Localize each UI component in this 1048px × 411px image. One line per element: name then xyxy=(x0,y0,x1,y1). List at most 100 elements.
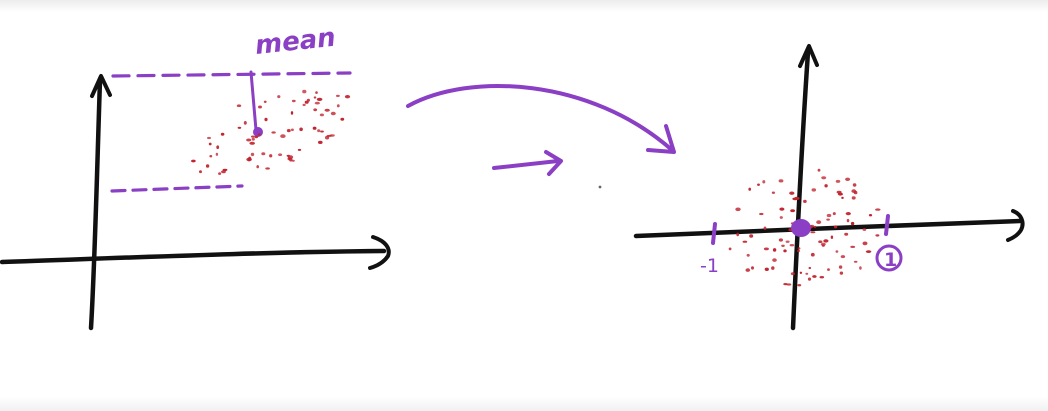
data-dot xyxy=(199,170,202,174)
top-shadow-band xyxy=(0,0,1048,12)
data-dot xyxy=(315,91,318,94)
data-dot xyxy=(318,140,323,144)
right-x-axis-arrowhead xyxy=(1006,209,1025,242)
data-dot xyxy=(808,266,812,270)
data-dot xyxy=(286,129,291,133)
data-dot xyxy=(797,249,800,253)
data-dot xyxy=(759,212,764,216)
right-y-axis xyxy=(790,49,811,331)
data-dot xyxy=(846,218,850,223)
data-dot xyxy=(786,283,792,286)
left-y-axis-arrowhead xyxy=(90,74,112,98)
data-dot xyxy=(280,134,286,139)
data-dot xyxy=(251,135,255,138)
data-dot xyxy=(868,214,873,217)
data-dot xyxy=(735,207,741,212)
data-dot xyxy=(764,267,769,271)
label-plus-one-circle xyxy=(875,244,903,272)
data-dot xyxy=(845,177,851,181)
left-x-axis xyxy=(0,248,387,265)
data-dot xyxy=(290,111,294,115)
mean-stem xyxy=(249,70,258,132)
data-dot xyxy=(237,126,242,129)
data-dot xyxy=(312,126,317,130)
data-dot xyxy=(850,245,856,248)
data-dot xyxy=(779,207,785,211)
left-plot: mean xyxy=(0,23,391,331)
data-dot xyxy=(875,234,880,237)
data-dot xyxy=(325,135,330,140)
data-dot xyxy=(820,242,826,246)
data-dot xyxy=(336,94,340,97)
data-dot xyxy=(215,152,219,156)
data-dot xyxy=(835,179,841,183)
data-dot xyxy=(771,266,775,270)
data-dot xyxy=(320,130,324,133)
data-dot xyxy=(852,183,857,187)
data-dot xyxy=(728,247,732,251)
data-dot xyxy=(208,142,212,146)
straight-arrow xyxy=(492,159,560,170)
data-dot xyxy=(277,95,281,99)
data-dot xyxy=(797,247,801,250)
data-dot xyxy=(302,89,307,94)
data-dot xyxy=(319,113,324,117)
data-dot xyxy=(778,238,784,242)
data-dot xyxy=(297,148,302,151)
data-dot xyxy=(736,232,740,237)
data-dot xyxy=(317,129,321,133)
data-dot xyxy=(746,253,750,257)
data-dot xyxy=(207,136,211,140)
data-dot xyxy=(851,189,857,193)
data-dot xyxy=(805,272,809,275)
right-y-axis-arrowhead xyxy=(798,44,819,68)
data-dot xyxy=(790,272,796,276)
data-dot xyxy=(258,105,262,109)
data-dot xyxy=(271,131,276,134)
right-data-cloud xyxy=(728,168,881,287)
left-x-axis-arrowhead xyxy=(368,235,391,270)
data-dot xyxy=(209,155,213,158)
data-dot xyxy=(841,196,844,199)
data-dot xyxy=(821,176,827,180)
data-dot xyxy=(257,133,261,136)
data-dot xyxy=(304,100,309,104)
tick-minus-one xyxy=(711,222,717,245)
data-dot xyxy=(263,100,267,104)
data-dot xyxy=(837,192,843,196)
data-dot xyxy=(278,153,283,156)
data-dot xyxy=(835,250,839,253)
data-dot xyxy=(763,226,767,231)
data-dot xyxy=(826,213,832,218)
data-dot xyxy=(816,220,822,225)
data-dot xyxy=(250,152,255,157)
data-dot xyxy=(824,184,828,188)
data-dot xyxy=(789,191,795,195)
data-dot xyxy=(851,196,856,200)
data-dot xyxy=(810,252,815,257)
data-dot xyxy=(823,239,829,243)
data-dot xyxy=(779,216,783,219)
data-dot xyxy=(313,108,318,112)
data-dot xyxy=(264,117,268,122)
data-dot xyxy=(287,155,294,160)
data-dot xyxy=(324,108,330,112)
data-dot xyxy=(859,266,862,270)
left-data-cloud xyxy=(191,89,351,175)
data-dot xyxy=(781,244,785,247)
data-dot xyxy=(762,180,766,184)
data-dot xyxy=(838,265,843,269)
data-dot xyxy=(812,275,817,278)
data-dot xyxy=(799,271,803,274)
data-dot xyxy=(291,99,296,103)
left-y-axis xyxy=(88,77,103,331)
data-dot xyxy=(336,104,340,108)
data-dot xyxy=(205,164,210,168)
data-dot xyxy=(251,137,255,141)
data-dot xyxy=(790,209,795,213)
transform-arrows xyxy=(406,84,676,189)
data-dot xyxy=(246,157,252,162)
data-dot xyxy=(789,244,795,247)
curved-arrowhead xyxy=(646,124,676,154)
